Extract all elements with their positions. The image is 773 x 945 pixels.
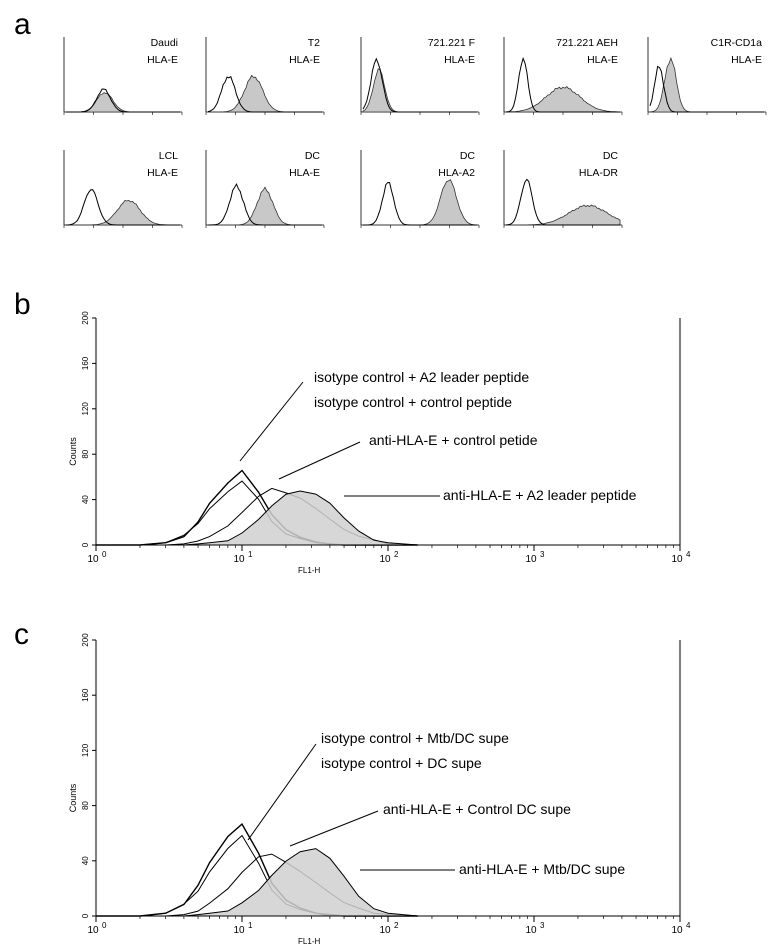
x-tick-label: 10 xyxy=(87,554,99,565)
small-histogram: 721.221 AEH HLA-E xyxy=(502,35,624,120)
y-tick-label: 80 xyxy=(81,801,90,810)
y-tick-label: 200 xyxy=(81,633,90,647)
cell-label: LCL xyxy=(158,150,178,162)
y-tick-label: 40 xyxy=(81,495,90,504)
x-tick-exponent: 0 xyxy=(102,550,107,559)
y-tick-label: 160 xyxy=(81,688,90,702)
x-tick-label: 10 xyxy=(525,925,537,936)
y-tick-label: 80 xyxy=(81,449,90,458)
small-histogram: DC HLA-E xyxy=(204,148,326,233)
small-histogram: T2 HLA-E xyxy=(204,35,326,120)
cell-label: DC xyxy=(602,150,618,162)
marker-label: HLA-DR xyxy=(578,167,618,179)
x-tick-label: 10 xyxy=(671,554,683,565)
cell-label: 721.221 AEH xyxy=(556,37,618,49)
filled-histogram xyxy=(505,86,621,113)
x-tick-exponent: 0 xyxy=(102,921,107,930)
annotation-b-4: anti-HLA-E + A2 leader peptide xyxy=(443,487,637,503)
filled-histogram xyxy=(506,204,621,226)
histogram-series xyxy=(96,490,418,546)
small-histogram: DC HLA-A2 xyxy=(359,148,481,233)
small-histogram: C1R-CD1a HLA-E xyxy=(646,35,768,120)
small-histogram: 721.221 F HLA-E xyxy=(359,35,481,120)
y-tick-label: 0 xyxy=(81,913,90,918)
marker-label: HLA-E xyxy=(147,167,178,179)
small-histogram: Daudi HLA-E xyxy=(62,35,184,120)
cell-label: Daudi xyxy=(150,37,178,49)
cell-label: 721.221 F xyxy=(427,37,475,49)
y-tick-label: 160 xyxy=(81,356,90,370)
panel-letter-a: a xyxy=(14,8,31,41)
annotation-leader-line xyxy=(278,441,361,480)
cell-label: DC xyxy=(459,150,475,162)
annotation-c-2: isotype control + DC supe xyxy=(321,755,482,771)
x-tick-exponent: 1 xyxy=(248,550,253,559)
x-tick-label: 10 xyxy=(379,554,391,565)
annotation-b-2: isotype control + control peptide xyxy=(314,394,513,410)
y-tick-label: 0 xyxy=(81,542,90,547)
x-tick-exponent: 3 xyxy=(540,550,545,559)
histogram-series xyxy=(96,848,418,917)
small-histogram: DC HLA-DR xyxy=(502,148,624,233)
annotation-leader-line xyxy=(247,743,317,841)
panel-letter-c: c xyxy=(14,618,29,651)
annotation-leader-line xyxy=(289,810,379,847)
y-tick-label: 200 xyxy=(81,311,90,325)
marker-label: HLA-E xyxy=(289,54,320,66)
x-tick-label: 10 xyxy=(233,925,245,936)
y-axis-label: Counts xyxy=(68,437,78,466)
cell-label: C1R-CD1a xyxy=(710,37,762,49)
marker-label: HLA-E xyxy=(731,54,762,66)
x-tick-exponent: 3 xyxy=(540,921,545,930)
annotation-c-1: isotype control + Mtb/DC supe xyxy=(321,730,509,746)
x-tick-exponent: 4 xyxy=(686,550,691,559)
annotation-c-3: anti-HLA-E + Control DC supe xyxy=(383,801,571,817)
y-tick-label: 40 xyxy=(81,856,90,865)
x-tick-exponent: 2 xyxy=(394,921,399,930)
y-tick-label: 120 xyxy=(81,402,90,416)
x-axis-label: FL1-H xyxy=(298,937,320,945)
x-tick-label: 10 xyxy=(671,925,683,936)
cell-label: T2 xyxy=(307,37,320,49)
small-histogram: LCL HLA-E xyxy=(62,148,184,233)
x-tick-exponent: 1 xyxy=(248,921,253,930)
x-axis-label: FL1-H xyxy=(298,566,320,575)
x-tick-exponent: 4 xyxy=(686,921,691,930)
x-tick-label: 10 xyxy=(525,554,537,565)
marker-label: HLA-E xyxy=(147,54,178,66)
x-tick-label: 10 xyxy=(379,925,391,936)
cell-label: DC xyxy=(304,150,320,162)
annotation-c-4: anti-HLA-E + Mtb/DC supe xyxy=(459,861,626,877)
x-tick-label: 10 xyxy=(233,554,245,565)
y-axis-label: Counts xyxy=(68,783,78,812)
x-tick-exponent: 2 xyxy=(394,550,399,559)
annotation-b-3: anti-HLA-E + control petide xyxy=(369,432,538,448)
marker-label: HLA-E xyxy=(444,54,475,66)
open-histogram xyxy=(66,88,180,113)
annotation-b-1: isotype control + A2 leader peptide xyxy=(314,369,530,385)
marker-label: HLA-E xyxy=(289,167,320,179)
panel-letter-b: b xyxy=(14,288,31,321)
marker-label: HLA-A2 xyxy=(438,167,475,179)
marker-label: HLA-E xyxy=(587,54,618,66)
x-tick-label: 10 xyxy=(87,925,99,936)
annotation-leader-line xyxy=(239,381,304,462)
y-tick-label: 120 xyxy=(81,743,90,757)
